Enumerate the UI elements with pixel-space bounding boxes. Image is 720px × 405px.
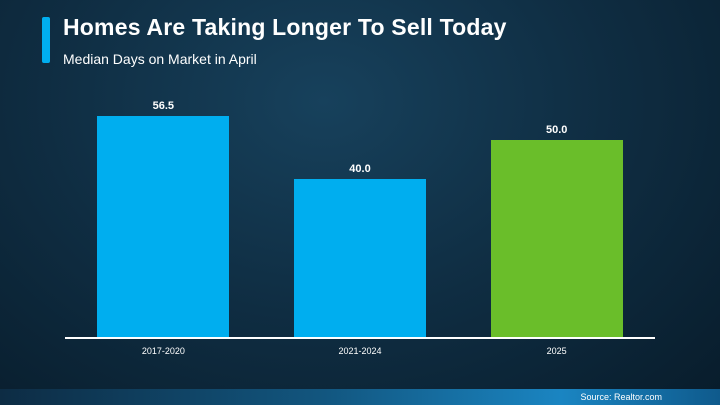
source-attribution: Source: Realtor.com bbox=[580, 392, 662, 402]
category-label: 2017-2020 bbox=[141, 346, 185, 356]
bar-value-label: 40.0 bbox=[349, 163, 371, 176]
category-label: 2021-2024 bbox=[338, 346, 382, 356]
bar-value-label: 50.0 bbox=[545, 123, 568, 136]
bar bbox=[294, 179, 426, 337]
plot-area: 56.5 40.0 50.0 bbox=[65, 100, 655, 339]
bar bbox=[97, 116, 230, 337]
bar-group-2017-2020: 56.5 bbox=[65, 100, 262, 337]
bar-group-2021-2024: 40.0 bbox=[262, 100, 459, 337]
footer-strip: Source: Realtor.com bbox=[0, 389, 720, 405]
bar-value-label: 56.5 bbox=[152, 100, 175, 112]
bar-chart: 56.5 40.0 50.0 2017-2020 2021-2024 2025 bbox=[65, 100, 655, 357]
chart-subtitle: Median Days on Market in April bbox=[63, 51, 257, 67]
chart-header: Homes Are Taking Longer To Sell Today Me… bbox=[63, 14, 680, 67]
chart-title: Homes Are Taking Longer To Sell Today bbox=[63, 14, 507, 40]
accent-bar bbox=[42, 17, 50, 63]
category-label: 2025 bbox=[546, 346, 567, 356]
category-axis: 2017-2020 2021-2024 2025 bbox=[65, 341, 655, 357]
bar-group-2025: 50.0 bbox=[458, 100, 655, 337]
bar bbox=[490, 139, 623, 337]
